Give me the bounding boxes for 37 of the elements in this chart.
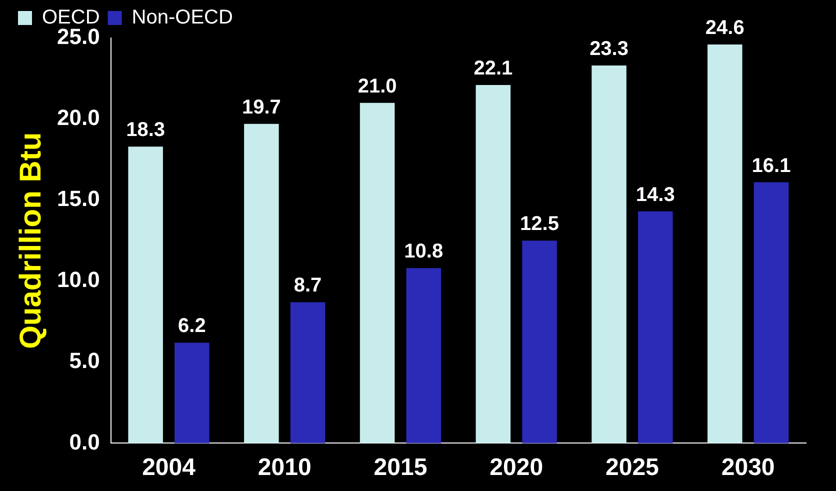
y-axis-title: Quadrillion Btu: [14, 132, 48, 349]
bar: [290, 302, 326, 444]
x-tick-label: 2025: [606, 454, 659, 482]
x-tick-label: 2030: [721, 454, 775, 482]
x-tick-label: 2015: [374, 454, 428, 482]
data-label: 12.5: [520, 213, 559, 236]
bar: [174, 342, 210, 444]
bar: [244, 124, 279, 444]
bar: [522, 240, 557, 444]
x-tick-label: 2020: [490, 454, 544, 482]
data-label: 18.3: [126, 119, 166, 142]
data-label: 10.8: [404, 240, 444, 263]
x-tick-label: 2010: [258, 454, 312, 482]
bar: [406, 268, 442, 444]
data-label: 21.0: [358, 75, 397, 98]
bar: [128, 146, 163, 444]
data-label: 8.7: [294, 274, 322, 297]
bar: [754, 182, 789, 444]
data-label: 6.2: [178, 315, 206, 338]
x-tick-label: 2004: [142, 454, 196, 482]
data-label: 22.1: [474, 58, 513, 80]
bar: [638, 211, 673, 444]
legend-label: Non-OECD: [132, 6, 233, 29]
bar: [360, 102, 395, 444]
data-label: 23.3: [590, 38, 628, 60]
bar: [708, 44, 742, 444]
data-label: 14.3: [636, 184, 675, 206]
data-label: 19.7: [242, 96, 281, 118]
y-tick-label: 10.0: [56, 267, 100, 292]
bar: [476, 85, 511, 444]
y-tick-label: 5.0: [69, 348, 100, 374]
y-tick-label: 15.0: [56, 186, 100, 212]
data-label: 16.1: [752, 154, 791, 177]
data-label: 24.6: [705, 17, 744, 39]
y-tick-label: 20.0: [56, 105, 100, 130]
bar: [592, 66, 626, 444]
y-tick-label: 0.0: [69, 429, 100, 454]
